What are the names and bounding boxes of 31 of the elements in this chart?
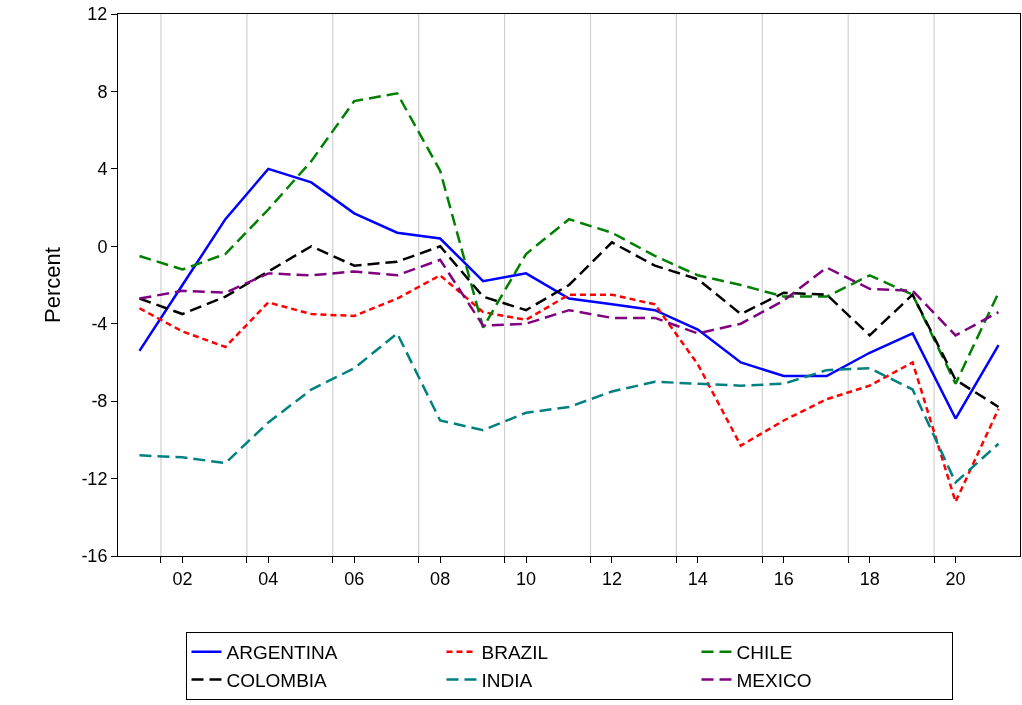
x-tick-label: 10 bbox=[516, 568, 537, 589]
y-tick-label: -12 bbox=[81, 468, 108, 489]
x-tick-label: 08 bbox=[430, 568, 451, 589]
y-tick-label: -8 bbox=[91, 391, 108, 412]
line-series bbox=[138, 332, 1000, 484]
x-tick-label: 04 bbox=[258, 568, 279, 589]
x-tick-label: 16 bbox=[773, 568, 794, 589]
y-tick-label: 12 bbox=[87, 4, 108, 25]
x-tick-label: 02 bbox=[172, 568, 193, 589]
legend-label: INDIA bbox=[481, 669, 533, 691]
legend-label: BRAZIL bbox=[481, 642, 549, 664]
line-series bbox=[138, 167, 1000, 420]
x-tick-label: 14 bbox=[687, 568, 708, 589]
y-tick-label: -16 bbox=[81, 546, 108, 567]
y-axis-title: Percent bbox=[40, 247, 66, 323]
x-tick-label: 18 bbox=[859, 568, 880, 589]
x-tick-label: 06 bbox=[344, 568, 365, 589]
y-tick-label: 4 bbox=[97, 159, 108, 180]
line-series bbox=[138, 274, 1000, 504]
line-series bbox=[138, 258, 1000, 337]
legend-label: CHILE bbox=[736, 642, 793, 664]
legend-label: MEXICO bbox=[736, 669, 812, 691]
x-tick-label: 12 bbox=[601, 568, 622, 589]
legend-label: COLOMBIA bbox=[226, 669, 328, 691]
y-tick-label: 0 bbox=[97, 236, 108, 257]
line-series bbox=[138, 92, 1000, 385]
y-tick-label: 8 bbox=[97, 81, 108, 102]
line-series bbox=[138, 241, 1000, 409]
y-tick-label: -4 bbox=[91, 314, 108, 335]
legend-label: ARGENTINA bbox=[226, 642, 338, 664]
x-tick-label: 20 bbox=[945, 568, 966, 589]
